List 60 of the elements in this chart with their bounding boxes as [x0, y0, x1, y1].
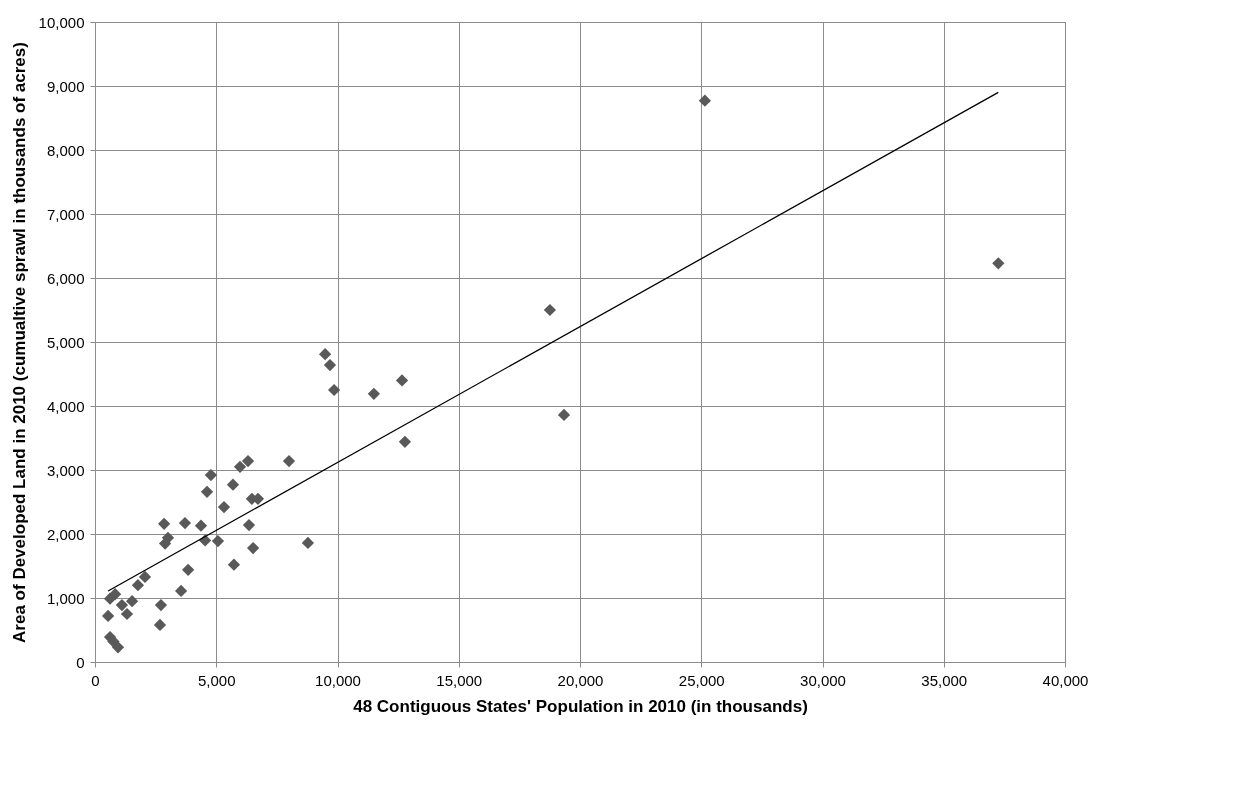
point: [158, 537, 172, 550]
point: [301, 536, 315, 550]
point: [395, 374, 409, 387]
point: [557, 408, 571, 422]
x-tick-label: 15,000: [436, 671, 483, 689]
point: [131, 579, 145, 592]
y-tick-label: 6,000: [46, 269, 85, 287]
point: [242, 518, 256, 532]
x-tick-label: 0: [91, 671, 100, 689]
point: [227, 558, 241, 571]
point: [194, 519, 208, 532]
y-tick-label: 4,000: [46, 397, 85, 415]
point: [125, 595, 139, 608]
point: [327, 383, 341, 397]
point: [319, 348, 332, 361]
y-tick-label: 1,000: [46, 589, 85, 607]
point: [111, 641, 125, 654]
x-tick-label: 30,000: [800, 671, 846, 689]
point: [698, 94, 712, 107]
point: [367, 387, 380, 400]
point: [120, 607, 134, 621]
point: [211, 534, 225, 548]
point: [217, 501, 231, 514]
point: [992, 257, 1005, 270]
point: [200, 485, 214, 498]
point: [157, 517, 171, 530]
point: [101, 609, 115, 623]
y-tick-label: 10,000: [38, 13, 85, 31]
x-tick-label: 10,000: [315, 671, 361, 689]
point: [398, 435, 412, 448]
x-tick-label: 25,000: [678, 671, 725, 689]
y-tick-label: 9,000: [46, 77, 85, 95]
point: [174, 584, 188, 598]
y-tick-label: 2,000: [46, 525, 85, 543]
y-tick-label: 5,000: [46, 333, 85, 351]
point: [154, 598, 168, 612]
point: [182, 563, 195, 576]
point: [543, 303, 557, 317]
point: [246, 541, 260, 555]
point: [138, 570, 152, 583]
point: [241, 454, 255, 468]
x-tick-label: 20,000: [557, 671, 604, 689]
point: [233, 460, 247, 473]
point: [178, 517, 192, 530]
point: [323, 358, 337, 372]
x-tick-label: 35,000: [921, 671, 968, 689]
y-tick-label: 8,000: [46, 141, 85, 159]
point: [103, 592, 117, 605]
point: [153, 618, 167, 631]
y-tick-label: 3,000: [46, 461, 85, 479]
x-axis-title: 48 Contiguous States' Population in 2010 (in thousands): [353, 696, 808, 716]
y-tick-label: 0: [76, 653, 85, 671]
x-tick-label: 5,000: [197, 671, 236, 689]
point: [226, 478, 240, 491]
point: [282, 454, 296, 468]
x-tick-label: 40,000: [1042, 671, 1089, 689]
y-tick-label: 7,000: [46, 205, 85, 223]
point: [204, 469, 218, 482]
point: [115, 598, 129, 612]
y-axis-title: Area of Developed Land in 2010 (cumualtive sprawl in thousands of acres): [9, 42, 29, 643]
